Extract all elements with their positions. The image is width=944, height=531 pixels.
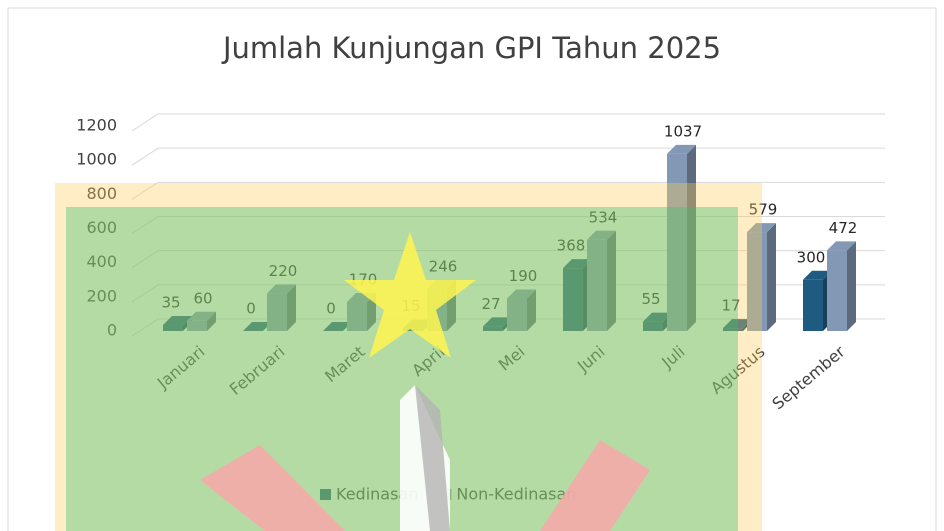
- value-label: 15: [401, 297, 420, 315]
- value-label: 17: [721, 297, 740, 315]
- chart-title: Jumlah Kunjungan GPI Tahun 2025: [221, 31, 721, 65]
- legend-label: Kedinasan: [336, 485, 418, 504]
- value-label: 170: [349, 270, 378, 288]
- bar: [403, 328, 423, 331]
- value-label: 368: [557, 237, 586, 255]
- bar: [587, 240, 607, 331]
- bar-side: [447, 280, 456, 331]
- value-label: 60: [193, 289, 212, 307]
- bar: [723, 328, 743, 331]
- chart-frame: [8, 8, 936, 531]
- y-tick-label: 600: [86, 218, 117, 237]
- legend-swatch: [320, 489, 331, 500]
- bar-side: [607, 231, 616, 331]
- legend-label: Non-Kedinasan: [456, 485, 576, 504]
- bar: [803, 280, 823, 331]
- value-label: 27: [481, 295, 500, 313]
- value-label: 55: [641, 290, 660, 308]
- value-label: 1037: [664, 122, 702, 140]
- bar: [163, 325, 183, 331]
- y-tick-label: 0: [107, 321, 117, 340]
- bar: [667, 154, 687, 331]
- bar-side: [847, 241, 856, 331]
- value-label: 246: [429, 257, 458, 275]
- value-label: 534: [589, 208, 618, 226]
- bar: [187, 321, 207, 331]
- bar: [643, 322, 663, 331]
- bar: [267, 293, 287, 331]
- y-tick-label: 1200: [76, 116, 117, 135]
- y-tick-label: 800: [86, 184, 117, 203]
- value-label: 220: [269, 262, 298, 280]
- bar: [747, 232, 767, 331]
- bar-side: [767, 223, 776, 331]
- y-tick-label: 1000: [76, 150, 117, 169]
- bar: [827, 250, 847, 331]
- y-tick-label: 200: [86, 286, 117, 305]
- y-tick-label: 400: [86, 252, 117, 271]
- value-label: 472: [829, 219, 858, 237]
- value-label: 0: [246, 300, 256, 318]
- bar: [507, 299, 527, 331]
- value-label: 300: [797, 248, 826, 266]
- value-label: 579: [749, 201, 778, 219]
- bar: [347, 302, 367, 331]
- legend-swatch: [440, 489, 451, 500]
- chart: Jumlah Kunjungan GPI Tahun 2025 0 200 400 6…: [0, 0, 944, 531]
- value-label: 190: [509, 267, 538, 285]
- value-label: 0: [326, 300, 336, 318]
- bar: [483, 326, 503, 331]
- bar: [427, 289, 447, 331]
- value-label: 35: [161, 294, 180, 312]
- bar: [563, 268, 583, 331]
- bar-side: [687, 145, 696, 331]
